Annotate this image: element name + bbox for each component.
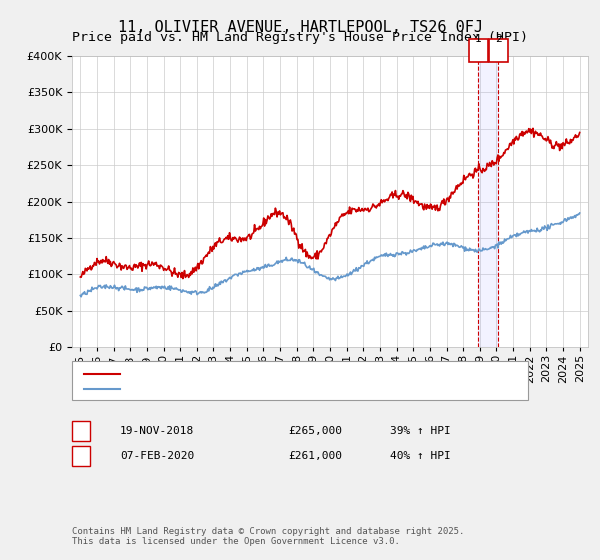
Text: 1: 1 bbox=[475, 34, 482, 44]
Text: 07-FEB-2020: 07-FEB-2020 bbox=[120, 451, 194, 461]
Text: HPI: Average price, detached house, Hartlepool: HPI: Average price, detached house, Hart… bbox=[129, 384, 416, 394]
Text: Price paid vs. HM Land Registry's House Price Index (HPI): Price paid vs. HM Land Registry's House … bbox=[72, 31, 528, 44]
Text: 2: 2 bbox=[77, 451, 85, 461]
Text: 11, OLIVIER AVENUE, HARTLEPOOL, TS26 0FJ: 11, OLIVIER AVENUE, HARTLEPOOL, TS26 0FJ bbox=[118, 20, 482, 35]
Text: 39% ↑ HPI: 39% ↑ HPI bbox=[390, 426, 451, 436]
Text: 2: 2 bbox=[495, 34, 502, 44]
Text: 19-NOV-2018: 19-NOV-2018 bbox=[120, 426, 194, 436]
Text: £261,000: £261,000 bbox=[288, 451, 342, 461]
Text: £265,000: £265,000 bbox=[288, 426, 342, 436]
Text: 40% ↑ HPI: 40% ↑ HPI bbox=[390, 451, 451, 461]
Text: Contains HM Land Registry data © Crown copyright and database right 2025.
This d: Contains HM Land Registry data © Crown c… bbox=[72, 526, 464, 546]
Text: 11, OLIVIER AVENUE, HARTLEPOOL, TS26 0FJ (detached house): 11, OLIVIER AVENUE, HARTLEPOOL, TS26 0FJ… bbox=[129, 368, 485, 379]
Bar bbox=[478, 56, 498, 347]
Text: 1: 1 bbox=[77, 426, 85, 436]
